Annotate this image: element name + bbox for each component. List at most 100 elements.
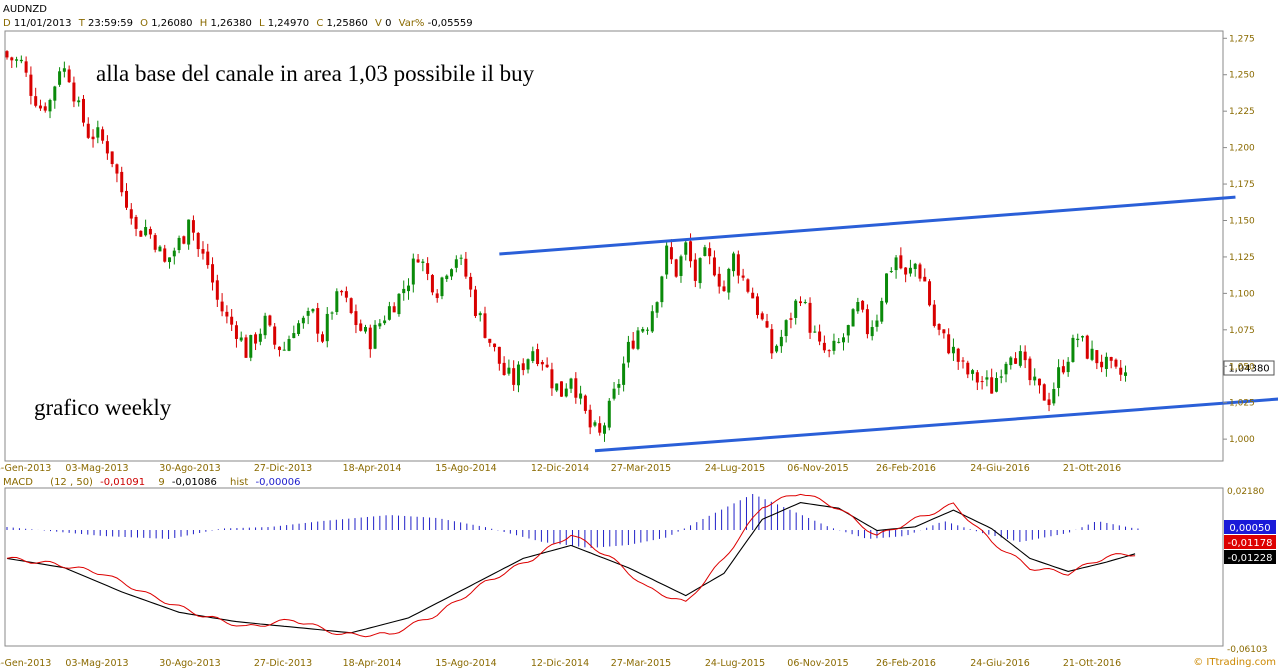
- candle-down: [521, 363, 525, 371]
- price-axis-label: 1,025: [1229, 399, 1255, 409]
- candle-up: [297, 323, 301, 335]
- candle-up: [698, 258, 702, 284]
- candle-up: [168, 257, 172, 263]
- candle-up: [383, 320, 387, 324]
- candle-down: [588, 409, 592, 428]
- candle-down: [110, 151, 114, 165]
- candle-down: [340, 290, 344, 293]
- candle-up: [1033, 376, 1037, 381]
- price-date-label: 06-Nov-2015: [787, 463, 848, 474]
- candle-up: [885, 273, 889, 303]
- candle-down: [191, 220, 195, 233]
- candle-up: [875, 320, 879, 327]
- candle-down: [220, 301, 224, 312]
- candle-down: [244, 337, 248, 358]
- candle-down: [67, 69, 71, 83]
- candle-up: [53, 86, 57, 101]
- channel-line-lower: [594, 397, 1278, 453]
- candle-up: [727, 268, 731, 293]
- candle-up: [971, 370, 975, 374]
- candle-up: [516, 364, 520, 386]
- candle-up: [249, 335, 253, 358]
- candle-down: [148, 228, 152, 235]
- candle-down: [937, 323, 941, 330]
- candle-up: [301, 317, 305, 324]
- candle-down: [1023, 351, 1027, 361]
- candle-up: [526, 359, 530, 370]
- candle-down: [101, 129, 105, 141]
- candle-up: [837, 341, 841, 343]
- macd-black-line: [6, 502, 1136, 634]
- macd-axis-bottom: -0,06103: [1227, 645, 1267, 655]
- candle-up: [507, 367, 511, 374]
- candle-down: [464, 258, 468, 277]
- candle-down: [789, 318, 793, 320]
- price-date-label: 27-Mar-2015: [611, 463, 671, 474]
- candle-up: [1004, 363, 1008, 375]
- candle-up: [1052, 388, 1056, 404]
- candle-up: [258, 333, 262, 342]
- candle-up: [311, 309, 315, 312]
- candle-down: [196, 233, 200, 250]
- candle-down: [320, 334, 324, 342]
- candle-down: [550, 369, 554, 389]
- signal-value: -0,01086: [172, 477, 217, 488]
- candle-down: [502, 362, 506, 375]
- macd-date-label: 24-Giu-2016: [970, 658, 1030, 668]
- candle-down: [918, 264, 922, 279]
- candle-up: [378, 323, 382, 327]
- axes: 1,000 1,025 1,050 1,075 1,100 1,125 1,150 1,175…: [0, 34, 1255, 668]
- candle-up: [889, 271, 893, 273]
- macd-date-label: 21-Ott-2016: [1063, 658, 1121, 668]
- candle-up: [641, 329, 645, 332]
- candle-down: [5, 51, 9, 58]
- price-axis-label: 1,100: [1229, 289, 1255, 299]
- candle-down: [211, 264, 215, 283]
- var-value: -0,05559: [428, 18, 473, 29]
- candle-up: [607, 400, 611, 428]
- candle-up: [646, 329, 650, 331]
- candle-down: [536, 349, 540, 364]
- candle-up: [851, 309, 855, 327]
- candle-down: [975, 372, 979, 383]
- candle-up: [846, 325, 850, 336]
- candle-up: [172, 250, 176, 257]
- macd-series: [6, 493, 1139, 638]
- candle-up: [894, 257, 898, 271]
- candle-up: [603, 425, 606, 434]
- macd-panel[interactable]: [4, 487, 1224, 647]
- macd-header: MACD (12 , 50) -0,01091 9 -0,01086 hist …: [3, 477, 300, 488]
- candle-down: [540, 362, 544, 365]
- high-value: 1,26380: [210, 18, 251, 29]
- candle-up: [880, 300, 884, 322]
- candle-up: [306, 310, 310, 316]
- macd-date-label: 15-Ago-2014: [435, 658, 496, 668]
- candle-down: [722, 286, 726, 292]
- candle-down: [1061, 366, 1065, 373]
- low-label: L: [259, 18, 265, 29]
- candle-down: [755, 296, 759, 315]
- candle-up: [564, 388, 568, 397]
- close-value: 1,25860: [326, 18, 367, 29]
- candle-down: [674, 259, 678, 277]
- candle-down: [29, 74, 33, 96]
- annotation-buy-zone: alla base del canale in area 1,03 possib…: [96, 61, 535, 86]
- hist-tag: 0,00050: [1229, 523, 1270, 534]
- macd-date-label: 27-Dic-2013: [254, 658, 312, 668]
- candle-up: [856, 301, 860, 312]
- candle-down: [34, 96, 38, 106]
- candle-down: [277, 346, 281, 351]
- macd-label: MACD: [3, 477, 33, 488]
- price-axis-label: 1,225: [1229, 107, 1255, 117]
- candle-up: [158, 246, 162, 252]
- hist-label: hist: [230, 477, 248, 488]
- candle-down: [316, 308, 320, 334]
- candle-up: [626, 341, 630, 363]
- candle-down: [980, 381, 984, 383]
- candle-down: [1119, 367, 1123, 375]
- candle-up: [454, 259, 458, 268]
- candle-up: [445, 275, 449, 280]
- candle-down: [932, 304, 936, 326]
- candle-up: [440, 277, 444, 297]
- macd-date-label: 24-Lug-2015: [705, 658, 765, 668]
